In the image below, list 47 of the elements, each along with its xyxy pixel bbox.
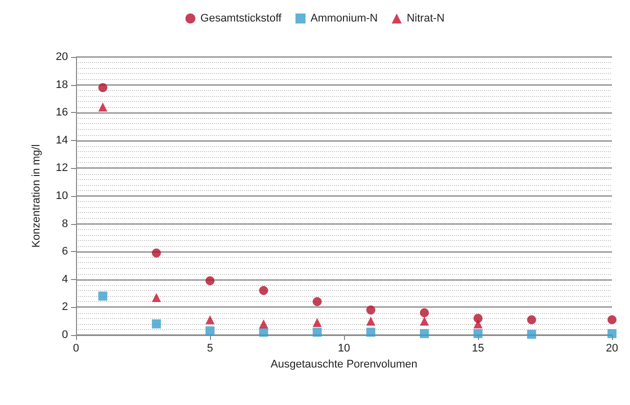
x-tick-label: 20 [606,342,618,354]
point [474,329,482,338]
y-tick-label: 14 [56,134,68,146]
x-tick-label: 5 [206,342,214,354]
point [474,314,482,323]
point [152,292,161,302]
y-tick-label: 12 [56,162,68,174]
point [527,315,536,324]
point [366,328,376,337]
point [420,329,429,338]
legend-label: Ammonium-N [310,12,378,24]
point [206,276,214,286]
point [366,305,376,314]
x-axis-title: Ausgetauschte Porenvolumen [270,358,418,370]
point [420,316,429,326]
point [98,292,108,301]
y-tick-label: 4 [62,273,68,286]
point [312,318,322,327]
y-tick-label: 2 [62,301,68,314]
point [527,330,536,339]
y-tick-label: 16 [56,106,68,119]
point [98,102,108,112]
legend-label: Gesamtstickstoff [200,12,282,24]
y-tick-label: 10 [56,190,68,202]
point [152,248,161,258]
point [474,319,482,328]
point [312,328,322,337]
point [312,297,322,306]
x-tick-label: 15 [472,342,484,354]
point [152,319,161,328]
point [259,286,268,296]
point [98,83,108,92]
point [420,308,429,318]
y-tick-label: 0 [62,329,68,341]
legend-label: Nitrat-N [406,12,445,24]
point [206,315,214,324]
y-tick-label: 20 [56,51,68,63]
y-tick-label: 18 [56,78,68,91]
x-tick-label: 0 [72,342,80,354]
y-tick-label: 6 [62,246,68,258]
point [206,326,214,336]
point [608,315,616,324]
y-tick-label: 8 [62,218,68,230]
y-axis-title: Konzentration in mg/l [30,144,42,248]
x-tick-label: 10 [338,342,350,354]
point [366,316,376,326]
point [259,319,268,328]
